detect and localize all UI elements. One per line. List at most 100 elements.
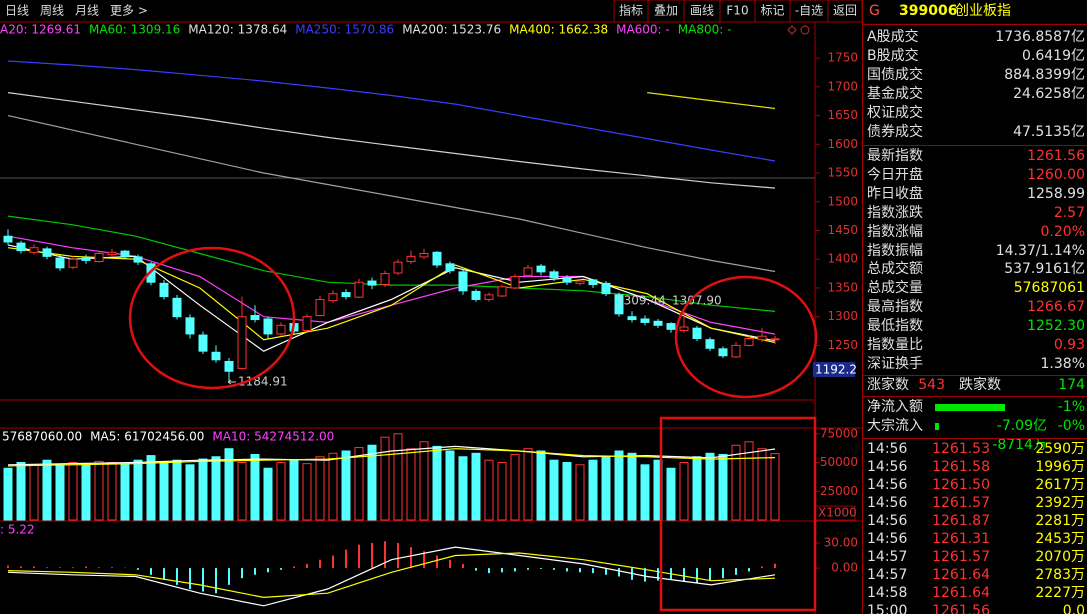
volume-bar xyxy=(744,441,754,521)
candle-body xyxy=(731,344,741,358)
candle-body xyxy=(341,292,351,298)
icon xyxy=(787,25,797,35)
volume-bar xyxy=(81,464,91,521)
legend-entry: A20: 1269.61 xyxy=(0,23,81,37)
volume-bar xyxy=(692,456,702,521)
volume-bar xyxy=(237,462,247,521)
sep xyxy=(863,24,1087,25)
price: 1261.87 xyxy=(932,513,990,529)
label: A股成交 xyxy=(867,29,919,45)
legend-entry: MA5: 61702456.00 xyxy=(90,430,204,444)
label: B股成交 xyxy=(867,48,919,64)
volume-bar xyxy=(640,464,650,521)
ma-line xyxy=(7,92,776,189)
highlight-box xyxy=(659,416,817,612)
pct: -1% xyxy=(1057,399,1085,415)
label: 基金成交 xyxy=(867,86,923,102)
volume-bar xyxy=(211,456,221,521)
ma-line xyxy=(7,60,776,162)
volume-bar xyxy=(341,450,351,521)
legend-entry: MA600: - xyxy=(616,23,670,37)
toolbar-button-label[interactable]: -自选 xyxy=(795,4,823,18)
tick-row: 14:56 1261.50 2617万 xyxy=(867,476,1085,495)
legend-entry: MA200: 1523.76 xyxy=(402,23,501,37)
candle-body xyxy=(302,316,312,331)
y-tick-label: 1300 xyxy=(827,309,858,323)
turnover-row: B股成交 0.6419亿 xyxy=(867,47,1085,66)
time: 14:56 xyxy=(867,513,908,529)
toolbar-button-label[interactable]: 指标 xyxy=(619,3,643,18)
volume-bar xyxy=(419,441,429,521)
time: 14:56 xyxy=(867,531,908,547)
candle-body xyxy=(224,361,234,372)
volume-bar xyxy=(120,463,130,521)
volume-bar xyxy=(432,445,442,521)
highlight-circle xyxy=(128,246,296,390)
candle-body xyxy=(185,317,195,335)
candle-body xyxy=(640,318,650,323)
volume-bar xyxy=(601,456,611,521)
volume-bar xyxy=(679,462,689,521)
value: 47.5135亿 xyxy=(1013,124,1085,140)
candle-body xyxy=(406,255,416,263)
volume-bar xyxy=(562,462,572,521)
volume-bar xyxy=(172,459,182,521)
label: 指数涨幅 xyxy=(867,223,923,240)
y-tick-label: 0.00 xyxy=(831,561,858,575)
candle-body xyxy=(68,258,78,268)
candle-body xyxy=(718,348,728,357)
period-tab[interactable]: 更多 > xyxy=(110,4,148,18)
value: 14.37/1.14% xyxy=(995,242,1085,259)
stat-row: 深证换手 1.38% xyxy=(867,355,1085,374)
toolbar-button-label[interactable]: 标记 xyxy=(760,4,784,18)
toolbar-button[interactable] xyxy=(827,0,862,23)
volume-bar xyxy=(757,448,767,521)
time: 15:00 xyxy=(867,603,908,614)
volume-bar xyxy=(29,464,39,521)
stat-row: 指数振幅 14.37/1.14% xyxy=(867,242,1085,261)
legend-entry: MA800: - xyxy=(678,23,732,37)
sep xyxy=(863,375,1087,376)
volume-bar xyxy=(3,467,13,521)
toolbar-button-label[interactable]: F10 xyxy=(726,4,748,18)
candle-body xyxy=(549,271,559,279)
period-tab[interactable]: 月线 xyxy=(75,4,99,18)
candle-body xyxy=(367,280,377,286)
period-tab[interactable]: 日线 xyxy=(5,4,29,18)
volume: 2227万 xyxy=(1035,585,1085,601)
ma-line xyxy=(7,115,776,273)
candle-body xyxy=(510,275,520,289)
value: 2.57 xyxy=(1053,204,1085,221)
value: 884.8399亿 xyxy=(1004,67,1085,83)
volume-bar xyxy=(770,453,780,521)
value: 1.38% xyxy=(1040,355,1085,372)
toolbar-button-label[interactable]: 返回 xyxy=(833,4,857,18)
y-tick-label: 50000 xyxy=(820,455,858,469)
volume-bar xyxy=(367,444,377,521)
stat-row: 最新指数 1261.56 xyxy=(867,147,1085,166)
volume-bar xyxy=(107,462,117,521)
y-tick-label: 1500 xyxy=(827,194,858,208)
candle-body xyxy=(601,282,611,295)
stat-row: 指数涨幅 0.20% xyxy=(867,223,1085,242)
value: 57687061 xyxy=(1013,280,1085,297)
candle-body xyxy=(653,320,663,326)
y-tick-label: 1250 xyxy=(827,338,858,352)
volume-bar xyxy=(68,462,78,521)
volume-header: 57687060.00 xyxy=(2,430,82,444)
toolbar-button-label[interactable]: 画线 xyxy=(690,4,714,18)
candle-body xyxy=(172,297,182,318)
candle-body xyxy=(29,247,39,253)
volume-bar xyxy=(731,444,741,521)
tick-row: 14:56 1261.31 2453万 xyxy=(867,530,1085,549)
annotation-arrow xyxy=(227,379,236,385)
stat-row: 指数量比 0.93 xyxy=(867,336,1085,355)
toolbar-button-label[interactable]: 叠加 xyxy=(654,4,678,18)
period-tab[interactable]: 周线 xyxy=(40,4,64,18)
price: 1261.53 xyxy=(932,441,990,457)
volume-bar xyxy=(536,450,546,521)
volume: 2392万 xyxy=(1035,495,1085,511)
volume-bar xyxy=(354,447,364,521)
volume-bar xyxy=(575,464,585,521)
candle-body xyxy=(523,267,533,276)
